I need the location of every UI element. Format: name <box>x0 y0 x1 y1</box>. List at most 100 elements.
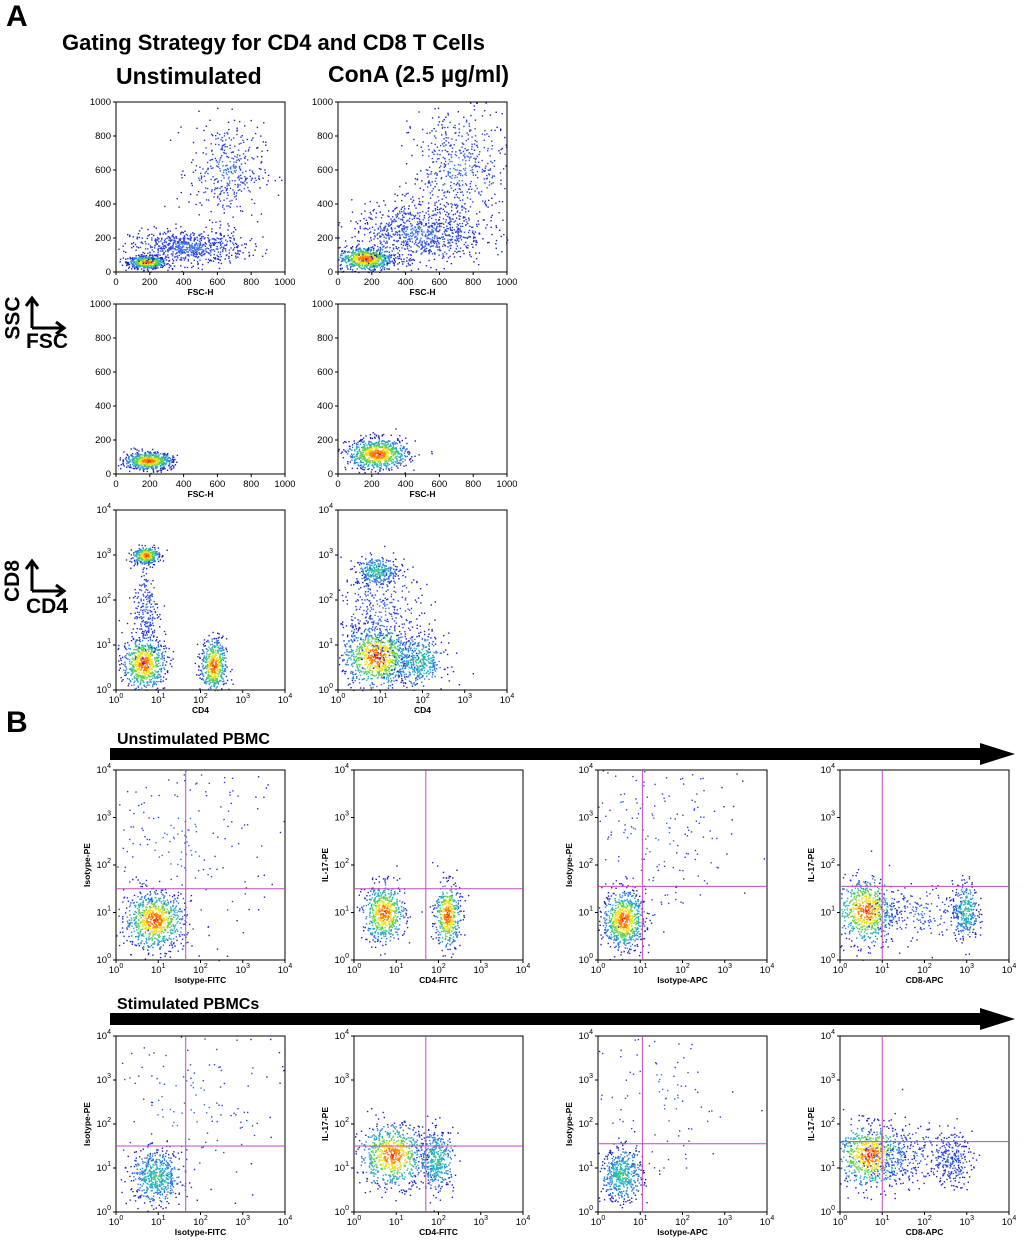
data-point-c1 <box>175 249 177 251</box>
data-point-c2 <box>454 127 456 129</box>
data-point-c0 <box>370 269 372 272</box>
data-point-c0 <box>394 460 396 463</box>
data-point-c0 <box>136 456 139 458</box>
data-point-c1 <box>355 249 357 251</box>
data-point-c1 <box>402 230 405 233</box>
data-point-c0 <box>151 267 153 269</box>
data-point-c1 <box>403 216 405 218</box>
data-point-c0 <box>342 252 345 254</box>
data-point-c2 <box>235 192 238 194</box>
data-point-c1 <box>456 226 458 228</box>
data-point-c0 <box>145 461 148 463</box>
data-point-c0 <box>146 265 149 267</box>
data-point-c0 <box>122 459 124 461</box>
data-point-c1 <box>167 249 169 251</box>
data-point-c1 <box>461 222 464 225</box>
data-point-c2 <box>436 174 438 176</box>
data-point-c0 <box>158 461 161 463</box>
data-point-c2 <box>469 183 472 185</box>
data-point-c2 <box>180 191 182 194</box>
data-point-c0 <box>120 467 122 470</box>
data-point-c1 <box>478 252 481 254</box>
data-point-c0 <box>347 258 350 260</box>
data-point-c2 <box>474 158 477 161</box>
data-point-c1 <box>144 240 146 243</box>
data-point-c0 <box>171 267 174 270</box>
data-point-c2 <box>465 172 467 174</box>
data-point-c1 <box>434 202 436 204</box>
data-point-c2 <box>222 140 224 142</box>
data-point-c0 <box>375 447 377 449</box>
data-point-c0 <box>351 269 354 271</box>
data-point-c1 <box>186 243 188 246</box>
data-point-c1 <box>176 237 178 239</box>
data-point-c1 <box>383 245 385 247</box>
data-point-c0 <box>349 455 352 457</box>
data-point-c0 <box>365 261 368 263</box>
data-point-c1 <box>203 253 205 256</box>
data-point-c0 <box>126 459 128 461</box>
data-point-c1 <box>252 254 254 256</box>
data-point-c0 <box>151 262 153 264</box>
data-point-c1 <box>367 248 369 250</box>
data-point-c1 <box>380 228 382 230</box>
data-point-c0 <box>364 456 366 458</box>
data-point-c0 <box>159 262 162 264</box>
data-point-c1 <box>408 259 410 261</box>
data-point-c0 <box>133 462 136 464</box>
data-point-c1 <box>419 241 421 244</box>
data-point-c2 <box>459 191 462 193</box>
data-point-c2 <box>248 189 250 192</box>
data-point-c1 <box>379 253 381 255</box>
data-point-c2 <box>486 224 488 226</box>
data-point-c1 <box>388 225 390 227</box>
data-point-c2 <box>438 149 440 152</box>
data-point-c0 <box>134 262 137 264</box>
data-point-c0 <box>389 262 391 264</box>
data-point-c2 <box>237 149 240 151</box>
data-point-c0 <box>145 467 147 470</box>
y-tick-label: 200 <box>95 233 111 244</box>
data-point-c0 <box>376 452 378 454</box>
data-point-c2 <box>256 221 259 223</box>
data-point-c1 <box>476 213 478 215</box>
data-point-c2 <box>223 135 226 137</box>
data-point-c0 <box>358 251 360 253</box>
data-point-c0 <box>141 462 143 465</box>
data-point-c0 <box>397 438 399 440</box>
data-point-c0 <box>375 258 377 260</box>
data-point-c2 <box>488 181 491 183</box>
data-point-c0 <box>158 460 160 462</box>
data-point-c1 <box>359 227 361 230</box>
data-point-c0 <box>393 262 395 264</box>
data-point-c1 <box>155 227 157 229</box>
data-point-c1 <box>430 240 432 242</box>
data-point-c0 <box>139 456 141 458</box>
data-point-c0 <box>370 257 373 260</box>
data-point-c2 <box>491 140 493 142</box>
data-point-c1 <box>255 245 257 248</box>
data-point-c1 <box>190 237 192 240</box>
data-point-c2 <box>196 127 198 129</box>
data-point-c1 <box>371 218 373 220</box>
data-point-c0 <box>139 256 141 258</box>
data-point-c1 <box>177 249 179 251</box>
data-point-c1 <box>244 243 246 245</box>
data-point-c1 <box>179 243 181 245</box>
data-point-c2 <box>223 192 225 194</box>
data-point-c2 <box>414 183 416 185</box>
data-point-c0 <box>380 262 382 264</box>
data-point-c1 <box>188 254 190 256</box>
data-point-c2 <box>462 150 465 153</box>
data-point-c0 <box>122 463 124 466</box>
data-point-c0 <box>368 248 371 251</box>
data-point-c0 <box>152 470 155 472</box>
data-point-c1 <box>370 253 372 255</box>
data-point-c1 <box>165 233 167 235</box>
data-point-c1 <box>378 232 380 234</box>
data-point-c0 <box>136 267 138 269</box>
data-point-c2 <box>416 178 419 180</box>
data-point-c1 <box>226 254 228 256</box>
data-point-c2 <box>439 165 442 167</box>
data-point-c1 <box>419 226 422 229</box>
